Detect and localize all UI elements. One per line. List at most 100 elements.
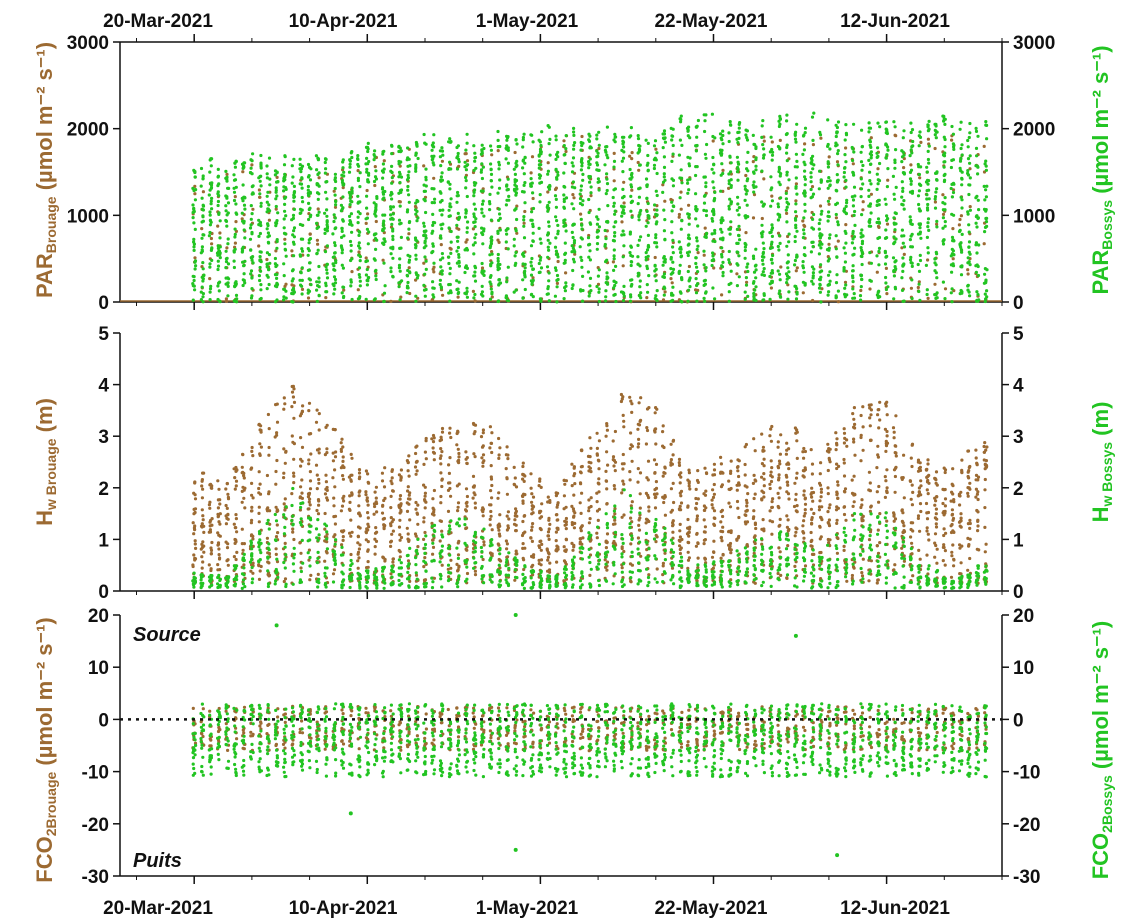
par-bossys-point (778, 278, 782, 282)
par-bossys-point (505, 232, 509, 236)
hw-brouage-point (455, 443, 459, 447)
par-bossys-point (685, 251, 690, 255)
par-bossys-point (578, 192, 582, 196)
par-brouage-point (612, 151, 616, 155)
par-bossys-point (192, 240, 196, 244)
hw-brouage-point (390, 532, 394, 536)
par-bossys-point (951, 190, 956, 195)
par-brouage-point (827, 242, 831, 246)
par-bossys-point (554, 205, 559, 209)
par-bossys-point (248, 237, 253, 241)
hw-brouage-point (365, 499, 370, 503)
par-brouage-point (794, 182, 799, 186)
par-bossys-point (201, 203, 205, 207)
hw-brouage-point (291, 395, 295, 399)
par-bossys-point (761, 143, 765, 147)
par-bossys-point (926, 221, 930, 225)
hw-brouage-point (275, 523, 279, 527)
par-bossys-point (250, 294, 254, 298)
hw-brouage-point (298, 541, 302, 545)
par-bossys-point (686, 191, 690, 195)
par-brouage-point (810, 185, 815, 189)
par-bossys-point (713, 196, 717, 201)
par-bossys-point (259, 153, 263, 158)
par-brouage-point (803, 142, 807, 146)
hw-brouage-point (481, 506, 485, 510)
par-bossys-point (424, 259, 428, 263)
par-bossys-point (702, 175, 706, 179)
par-bossys-point (685, 126, 690, 130)
par-bossys-point (580, 223, 584, 227)
par-bossys-point (761, 119, 765, 123)
par-bossys-point (265, 227, 269, 231)
par-bossys-point (696, 270, 700, 274)
par-bossys-point (241, 283, 245, 288)
hw-brouage-point (398, 550, 402, 554)
par-bossys-point (530, 210, 534, 214)
par-brouage-point (762, 177, 766, 181)
par-bossys-point (248, 226, 253, 230)
par-bossys-point (638, 285, 642, 289)
par-bossys-point (729, 269, 733, 273)
hw-brouage-point (200, 479, 204, 483)
par-bossys-point (275, 281, 279, 285)
par-bossys-point (308, 178, 313, 182)
par-bossys-point (984, 159, 988, 163)
par-bossys-point (298, 163, 302, 167)
par-bossys-point (595, 242, 600, 246)
hw-brouage-point (382, 556, 386, 560)
par-bossys-point (208, 170, 212, 174)
hw-brouage-point (349, 473, 353, 477)
par-bossys-point (201, 177, 205, 181)
par-bossys-point (785, 205, 789, 209)
par-brouage-point (851, 162, 855, 166)
par-bossys-point (737, 275, 741, 279)
par-bossys-point (431, 220, 435, 225)
par-bossys-point (893, 197, 897, 201)
par-bossys-point (975, 225, 979, 229)
par-bossys-point (613, 209, 617, 213)
par-bossys-point (900, 202, 904, 206)
par-bossys-point (694, 256, 698, 260)
par-bossys-point (473, 159, 477, 163)
par-bossys-point (572, 147, 576, 151)
par-bossys-point (728, 123, 733, 127)
hw-brouage-point (331, 572, 336, 576)
par-bossys-point (382, 237, 386, 241)
par-bossys-point (563, 252, 567, 256)
y-tick-label-left: 2 (98, 479, 109, 500)
top-date-labels: 20-Mar-2021 10-Apr-2021 1-May-2021 22-Ma… (103, 11, 950, 32)
par-bossys-point (414, 151, 418, 155)
par-brouage-point (523, 209, 527, 214)
par-brouage-point (933, 282, 937, 286)
par-bossys-point (217, 289, 221, 293)
par-bossys-point (554, 236, 558, 240)
par-bossys-point (662, 286, 666, 290)
par-bossys-point (267, 156, 272, 160)
par-bossys-point (596, 177, 601, 181)
par-bossys-point (389, 190, 393, 195)
par-bossys-point (943, 297, 947, 301)
par-bossys-point (457, 264, 461, 268)
par-bossys-point (646, 221, 650, 225)
par-bossys-point (563, 289, 568, 293)
par-bossys-point (191, 274, 195, 278)
par-bossys-point (397, 159, 401, 164)
par-bossys-point (408, 271, 412, 275)
hw-brouage-point (366, 516, 370, 520)
par-bossys-point (200, 236, 204, 240)
hw-brouage-point (332, 568, 337, 572)
par-bossys-point (538, 193, 542, 197)
par-bossys-point (710, 167, 714, 171)
par-bossys-point (958, 127, 962, 131)
par-bossys-point (482, 229, 486, 233)
par-bossys-point (341, 285, 345, 289)
hw-brouage-point (381, 503, 385, 507)
par-bossys-point (275, 246, 279, 250)
par-bossys-point (629, 263, 633, 268)
par-bossys-point (637, 195, 642, 199)
par-bossys-point (933, 133, 937, 137)
par-bossys-point (373, 237, 378, 241)
par-bossys-point (793, 239, 797, 244)
par-bossys-point (696, 224, 700, 228)
